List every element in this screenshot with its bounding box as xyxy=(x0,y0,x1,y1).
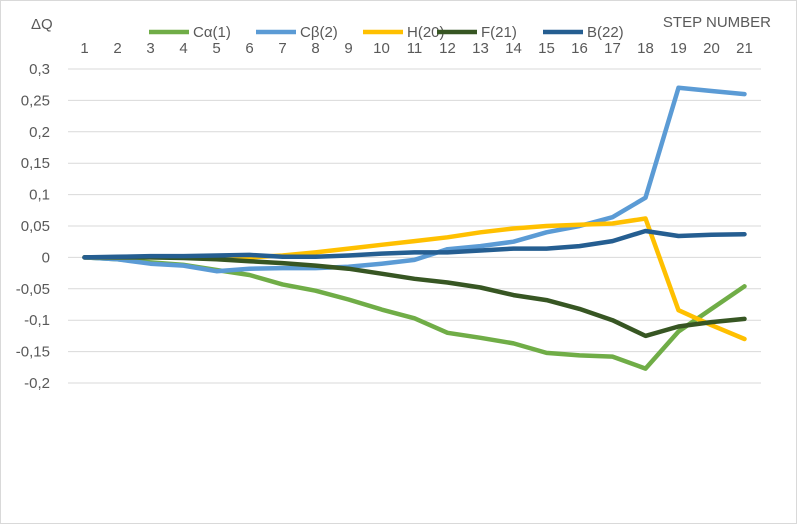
x-tick-label: 4 xyxy=(179,40,187,57)
x-tick-label: 19 xyxy=(670,40,687,57)
x-tick-label: 8 xyxy=(311,40,319,57)
x-tick-label: 6 xyxy=(245,40,253,57)
series-line-4 xyxy=(82,228,747,260)
x-tick-label: 5 xyxy=(212,40,220,57)
x-tick-label: 18 xyxy=(637,40,654,57)
y-tick-label: -0,2 xyxy=(24,375,50,392)
y-tick-label: 0,15 xyxy=(21,155,50,172)
gridlines xyxy=(68,68,761,384)
legend: Cα(1) Cβ(2) H(20) F(21) B(22) xyxy=(149,24,624,41)
x-tick-label: 2 xyxy=(113,40,121,57)
y-tick-label: -0,15 xyxy=(16,344,50,361)
y-tick-label: 0,25 xyxy=(21,92,50,109)
y-tick-labels: 0,3 0,25 0,2 0,15 0,1 0,05 0 -0,05 -0,1 -0,15 -0,2 xyxy=(16,61,50,392)
y-tick-label: 0,05 xyxy=(21,218,50,235)
x-tick-label: 14 xyxy=(505,40,522,57)
x-tick-label: 16 xyxy=(571,40,588,57)
legend-label: Cα(1) xyxy=(193,24,231,41)
legend-label: Cβ(2) xyxy=(300,24,338,41)
y-tick-label: 0,3 xyxy=(29,61,50,78)
series-line-1 xyxy=(82,85,747,274)
x-tick-label: 20 xyxy=(703,40,720,57)
x-tick-label: 15 xyxy=(538,40,555,57)
series-lines xyxy=(82,85,747,371)
x-tick-label: 9 xyxy=(344,40,352,57)
y-tick-label: 0,1 xyxy=(29,187,50,204)
x-tick-label: 1 xyxy=(80,40,88,57)
x-tick-label: 3 xyxy=(146,40,154,57)
y-tick-label: -0,1 xyxy=(24,312,50,329)
legend-label: F(21) xyxy=(481,24,517,41)
x-tick-label: 17 xyxy=(604,40,621,57)
x-tick-label: 21 xyxy=(736,40,753,57)
x-tick-labels: 1 2 3 4 5 6 7 8 9 10 11 12 13 14 15 16 17 18 19 20 21 xyxy=(80,40,753,57)
y-tick-label: 0,2 xyxy=(29,124,50,141)
y-tick-label: 0 xyxy=(42,249,50,266)
series-line-3 xyxy=(82,255,747,339)
x-axis-label: STEP NUMBER xyxy=(663,14,771,31)
y-axis-label: ΔQ xyxy=(31,16,53,33)
x-tick-label: 11 xyxy=(407,40,423,57)
x-tick-label: 7 xyxy=(278,40,286,57)
y-tick-label: -0,05 xyxy=(16,281,50,298)
legend-label: B(22) xyxy=(587,24,624,41)
legend-label: H(20) xyxy=(407,24,445,41)
x-tick-label: 10 xyxy=(373,40,390,57)
x-tick-label: 12 xyxy=(439,40,456,57)
x-tick-label: 13 xyxy=(472,40,489,57)
